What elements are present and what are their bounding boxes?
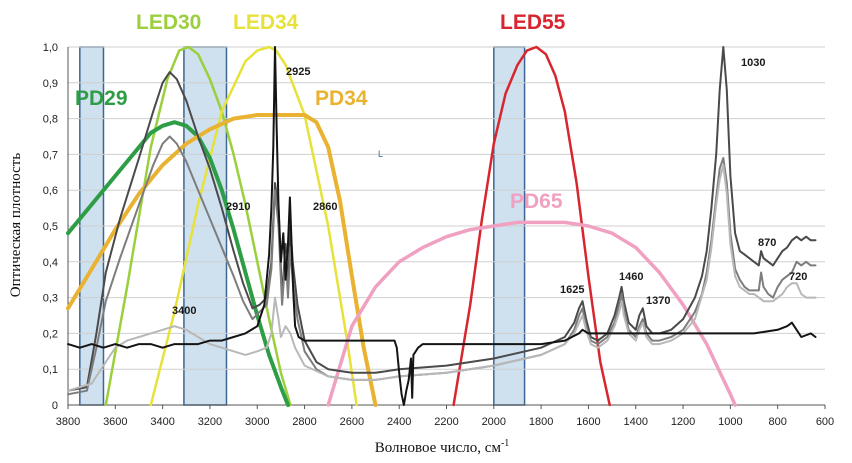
x-tick-label: 3600	[103, 416, 127, 428]
x-tick-label: 2600	[340, 416, 364, 428]
peak-label-870: 870	[758, 237, 776, 249]
x-tick-label: 1200	[671, 416, 695, 428]
y-tick-label: 0,7	[43, 149, 58, 161]
y-tick-label: 0,1	[43, 364, 58, 376]
x-tick-label: 3000	[245, 416, 269, 428]
led30-label: LED30	[136, 11, 201, 34]
y-axis-title: Оптическая плотность	[8, 153, 24, 298]
pd29-label: PD29	[75, 87, 128, 110]
peak-label-1625: 1625	[560, 284, 584, 296]
x-tick-label: 2800	[292, 416, 316, 428]
peak-label-1030: 1030	[741, 57, 765, 69]
y-tick-label: 0,9	[43, 78, 58, 90]
x-tick-label: 1000	[718, 416, 742, 428]
series-led34	[149, 45, 358, 407]
y-tick-label: 0,3	[43, 293, 58, 305]
x-tick-label: 1600	[576, 416, 600, 428]
series-led55	[452, 45, 611, 407]
peak-label-2860: 2860	[313, 201, 337, 213]
peak-label-2925: 2925	[286, 66, 310, 78]
pd34-label: PD34	[315, 87, 368, 110]
x-tick-label: 3800	[56, 416, 80, 428]
pd65-label: PD65	[510, 190, 563, 213]
series-specD	[67, 46, 817, 406]
peak-label-1370: 1370	[646, 295, 670, 307]
x-tick-label: 1400	[624, 416, 648, 428]
series-specB	[67, 135, 817, 396]
y-tick-label: 0	[52, 400, 58, 412]
peak-label-1460: 1460	[619, 271, 643, 283]
x-tick-label: 3400	[150, 416, 174, 428]
x-tick-label: 3200	[198, 416, 222, 428]
y-tick-label: 0,2	[43, 328, 58, 340]
stray-mark: L	[378, 149, 383, 159]
led55-label: LED55	[500, 11, 566, 34]
peak-label-720: 720	[789, 271, 807, 283]
series-pd34	[66, 113, 378, 407]
x-tick-label: 600	[816, 416, 834, 428]
series-specC	[67, 164, 817, 392]
y-tick-label: 1,0	[43, 42, 58, 54]
y-tick-label: 0,6	[43, 185, 58, 197]
x-tick-label: 2000	[482, 416, 506, 428]
x-tick-label: 1800	[529, 416, 553, 428]
series-specA	[67, 46, 817, 392]
y-tick-label: 0,5	[43, 221, 58, 233]
series-pd65	[326, 220, 737, 407]
x-tick-label: 2400	[387, 416, 411, 428]
x-axis-title: Волновое число, см-1	[375, 438, 510, 456]
peak-label-3400: 3400	[172, 305, 196, 317]
peak-label-2910: 2910	[226, 201, 250, 213]
y-tick-label: 0,8	[43, 114, 58, 126]
y-tick-label: 0,4	[43, 257, 58, 269]
x-tick-label: 2200	[434, 416, 458, 428]
led34-label: LED34	[233, 11, 299, 34]
x-tick-label: 800	[769, 416, 787, 428]
